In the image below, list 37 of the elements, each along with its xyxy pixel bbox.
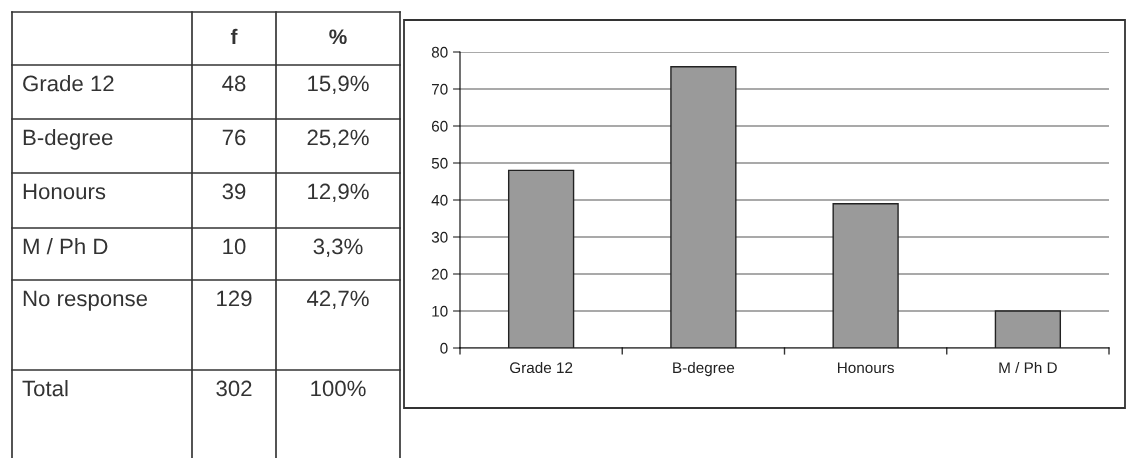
text: 76 (222, 129, 246, 146)
y-tick-label: 70 (431, 83, 448, 95)
category-label: Grade 12 (23, 75, 114, 92)
bar (507, 169, 575, 348)
text: 42,7% (307, 290, 369, 309)
category-label: Honours (23, 183, 106, 200)
x-tick-label: Honours (838, 362, 894, 374)
text: 25,2% (307, 129, 369, 148)
category-label: M / Ph D (23, 238, 108, 255)
y-tick-label: 20 (431, 268, 448, 280)
category-label: Total (22, 380, 68, 397)
text: 10 (223, 238, 246, 255)
text: 15,9% (308, 75, 369, 94)
y-tick-label: 0 (440, 342, 448, 354)
text: 3,3% (313, 238, 363, 257)
bar (994, 310, 1062, 348)
y-tick-label: 10 (432, 305, 448, 317)
bar (832, 203, 899, 348)
y-tick-label: 30 (431, 231, 448, 243)
x-tick-label: B-degree (673, 361, 735, 377)
x-tick-label: M / Ph D (999, 361, 1057, 374)
text: 12,9% (308, 183, 369, 202)
text: 302 (216, 380, 252, 397)
text: 48 (222, 75, 246, 92)
category-label: No response (23, 290, 148, 311)
category-label: B-degree (23, 129, 113, 150)
text: 100% (311, 380, 366, 397)
category-label: f (230, 28, 238, 44)
text: 39 (222, 183, 246, 200)
bar (670, 66, 737, 348)
x-tick-label: Grade 12 (510, 361, 573, 374)
y-tick-label: 80 (431, 46, 448, 58)
text: 129 (217, 290, 252, 307)
y-tick-label: 50 (431, 157, 448, 169)
y-tick-label: 40 (431, 194, 448, 206)
category-label: % (329, 29, 347, 45)
y-tick-label: 60 (431, 120, 448, 132)
